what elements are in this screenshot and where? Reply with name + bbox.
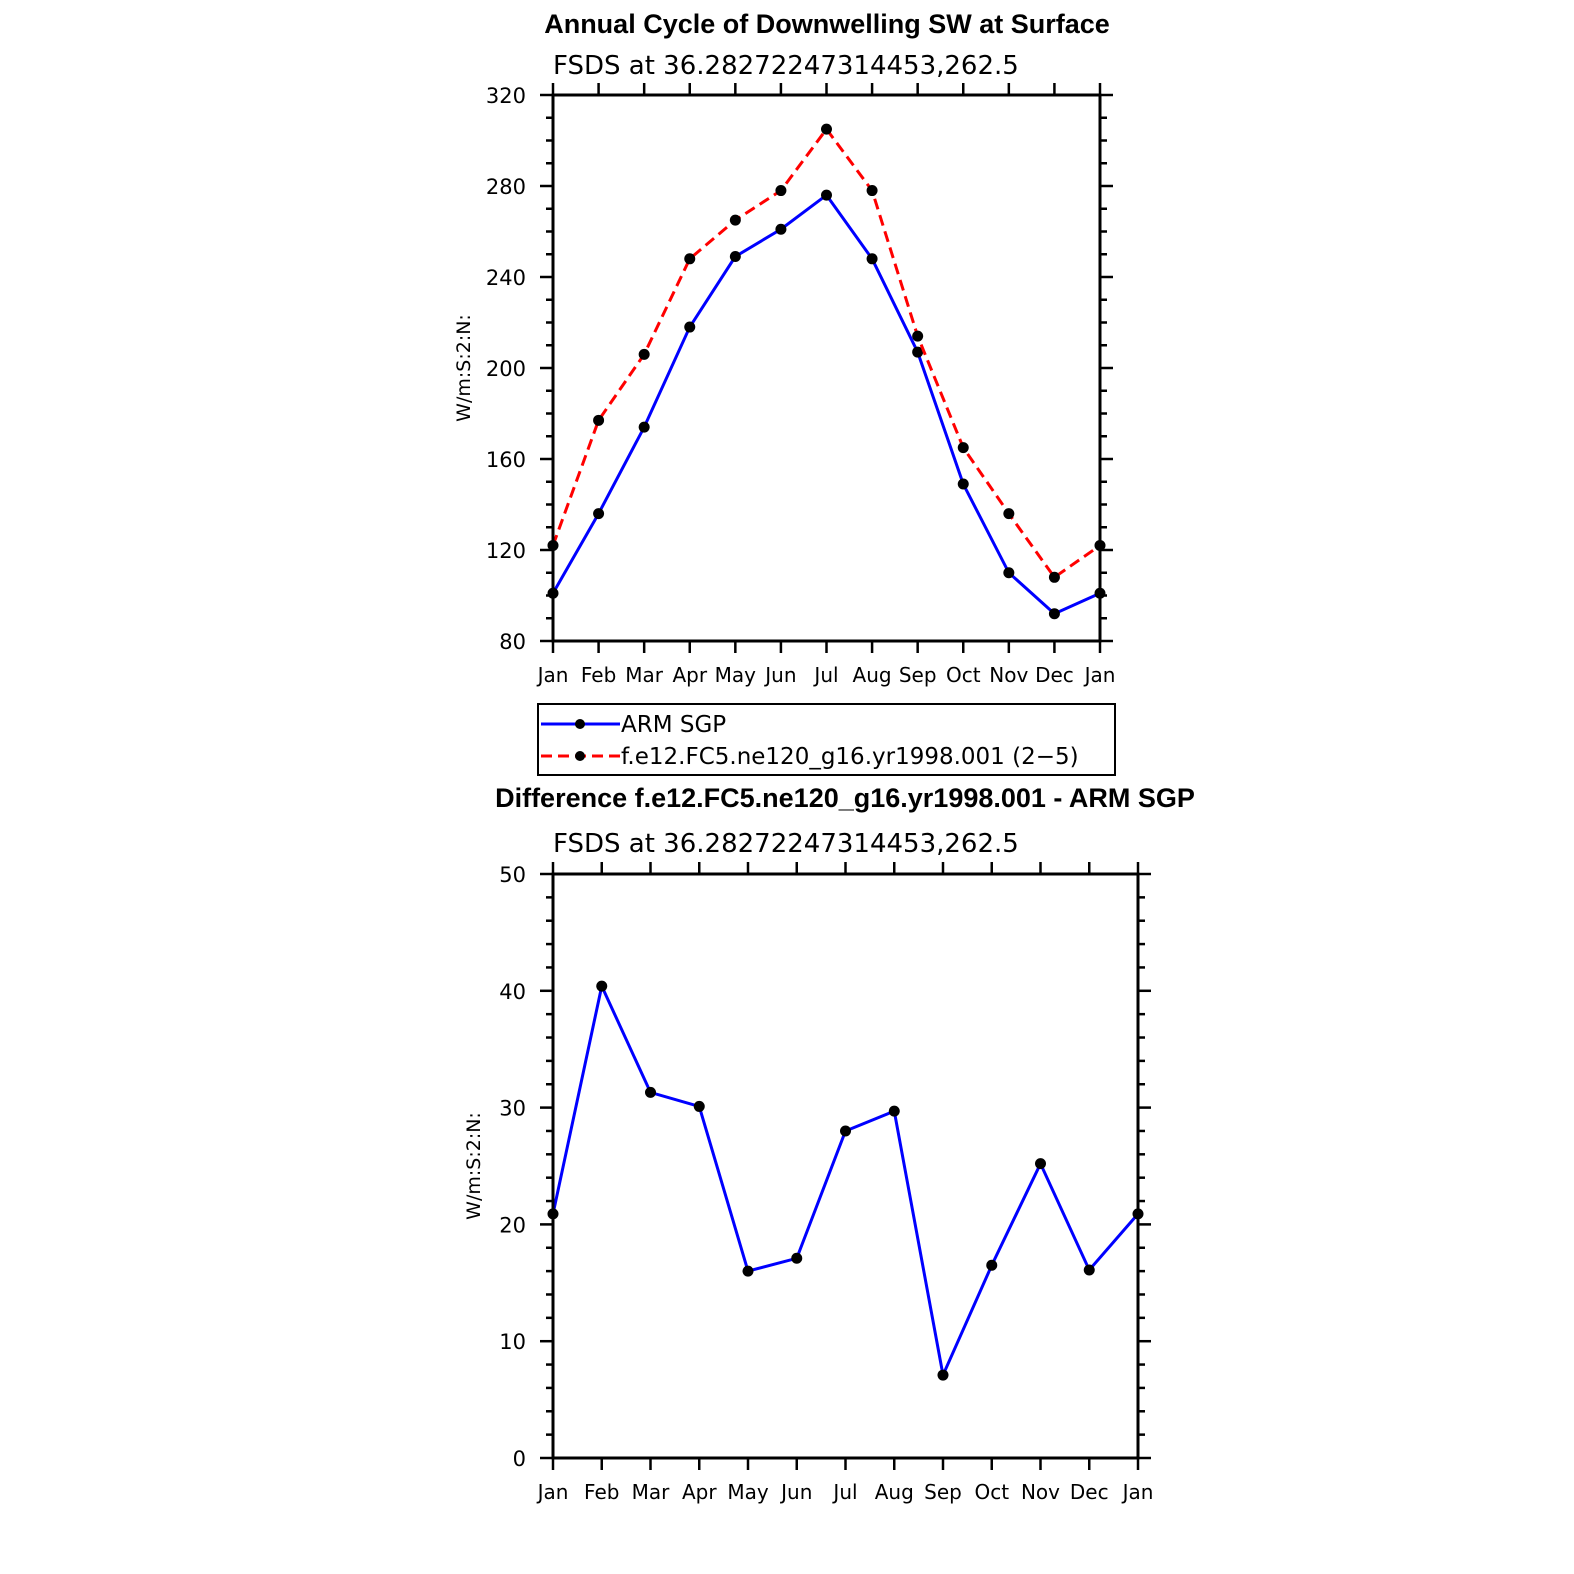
- x-tick-labels: Jan Feb Mar Apr May Jun Jul Aug Sep Oct Nov Dec Jan: [536, 663, 1116, 687]
- y-tick-label: 240: [486, 266, 526, 290]
- x-tick-label: Jul: [831, 1480, 857, 1504]
- data-point: [1003, 508, 1015, 520]
- difference-chart: Difference f.e12.FC5.ne120_g16.yr1998.00…: [463, 783, 1195, 1504]
- data-point: [866, 185, 878, 197]
- legend-marker-arm-sgp: [575, 719, 585, 729]
- data-point: [957, 442, 969, 454]
- data-point: [638, 348, 650, 360]
- chart-title: Difference f.e12.FC5.ne120_g16.yr1998.00…: [495, 783, 1195, 813]
- y-tick-label: 30: [499, 1097, 526, 1121]
- y-tick-label: 120: [486, 539, 526, 563]
- data-point: [729, 251, 741, 263]
- data-point: [638, 421, 650, 433]
- data-point: [957, 478, 969, 490]
- y-tick-labels: 80 120 160 200 240 280 320: [486, 84, 526, 654]
- x-tick-labels: Jan Feb Mar Apr May Jun Jul Aug Sep Oct Nov Dec Jan: [536, 1480, 1154, 1504]
- series-layer: [547, 980, 1144, 1381]
- series-layer: [547, 123, 1106, 620]
- y-tick-label: 80: [499, 630, 526, 654]
- data-point: [912, 346, 924, 358]
- y-tick-label: 20: [499, 1213, 526, 1237]
- x-tick-label: Feb: [581, 663, 616, 687]
- series-line-0: [551, 981, 1140, 1381]
- x-tick-label: Mar: [632, 1480, 671, 1504]
- y-tick-label: 160: [486, 448, 526, 472]
- axis-ticks: [540, 862, 1151, 1470]
- x-tick-label: Oct: [974, 1480, 1009, 1504]
- chart-subtitle: FSDS at 36.28272247314453,262.5: [553, 829, 1019, 859]
- y-tick-label: 50: [499, 863, 526, 887]
- y-tick-label: 280: [486, 175, 526, 199]
- x-tick-label: Jun: [779, 1480, 812, 1504]
- x-tick-label: Jan: [1083, 663, 1116, 687]
- legend-label-arm-sgp: ARM SGP: [621, 712, 726, 738]
- plot-frame: [551, 93, 1102, 643]
- x-tick-label: Nov: [1021, 1480, 1060, 1504]
- chart-subtitle: FSDS at 36.28272247314453,262.5: [553, 51, 1019, 81]
- data-point: [821, 189, 832, 201]
- data-point: [791, 1252, 803, 1264]
- x-tick-label: Jan: [1121, 1480, 1154, 1504]
- data-point: [684, 321, 696, 333]
- data-point: [821, 123, 832, 135]
- x-tick-label: Aug: [875, 1480, 914, 1504]
- legend-label-model: f.e12.FC5.ne120_g16.yr1998.001 (2−5): [621, 744, 1079, 770]
- data-point: [1083, 1264, 1095, 1276]
- x-tick-label: Jan: [536, 663, 569, 687]
- data-point: [1048, 608, 1060, 620]
- x-tick-label: Apr: [682, 1480, 717, 1504]
- x-tick-label: Feb: [584, 1480, 619, 1504]
- series-line-0: [551, 192, 1101, 616]
- x-tick-label: Sep: [924, 1480, 962, 1504]
- data-point: [645, 1086, 656, 1098]
- data-point: [593, 508, 605, 520]
- x-tick-label: May: [727, 1480, 769, 1504]
- data-point: [596, 980, 608, 992]
- y-tick-label: 320: [486, 84, 526, 108]
- data-point: [742, 1265, 754, 1277]
- annual-cycle-chart: Annual Cycle of Downwelling SW at Surfac…: [453, 9, 1115, 687]
- y-axis-label: W/m:S:2:N:: [463, 1112, 485, 1220]
- y-tick-labels: 0 10 20 30 40 50: [499, 863, 526, 1471]
- data-point: [593, 414, 605, 426]
- x-tick-label: Dec: [1035, 663, 1074, 687]
- legend: ARM SGP f.e12.FC5.ne120_g16.yr1998.001 (…: [537, 703, 1116, 776]
- legend-box: [537, 703, 1116, 776]
- data-point: [866, 253, 878, 265]
- x-tick-label: Oct: [946, 663, 981, 687]
- data-point: [1048, 571, 1060, 583]
- chart-title: Annual Cycle of Downwelling SW at Surfac…: [544, 9, 1110, 39]
- data-point: [684, 253, 696, 265]
- data-point: [775, 223, 787, 235]
- data-point: [888, 1105, 900, 1117]
- x-tick-label: Jun: [763, 663, 796, 687]
- y-tick-label: 10: [499, 1330, 526, 1354]
- x-tick-label: Aug: [853, 663, 892, 687]
- y-tick-label: 40: [499, 980, 526, 1004]
- legend-marker-model: [575, 751, 585, 761]
- data-point: [729, 214, 741, 226]
- x-tick-label: Jul: [812, 663, 838, 687]
- data-point: [986, 1259, 998, 1271]
- x-tick-label: Jan: [536, 1480, 569, 1504]
- x-tick-label: Sep: [899, 663, 937, 687]
- x-tick-label: Dec: [1070, 1480, 1109, 1504]
- x-tick-label: Nov: [989, 663, 1028, 687]
- data-point: [775, 185, 787, 197]
- y-tick-label: 0: [513, 1447, 526, 1471]
- x-tick-label: Mar: [625, 663, 664, 687]
- x-tick-label: May: [715, 663, 757, 687]
- data-point: [937, 1369, 949, 1381]
- data-point: [840, 1125, 851, 1137]
- data-point: [693, 1100, 705, 1112]
- data-point: [1035, 1158, 1046, 1170]
- plot-frame: [551, 872, 1140, 1460]
- x-tick-label: Apr: [672, 663, 707, 687]
- y-axis-label: W/m:S:2:N:: [453, 314, 475, 422]
- y-tick-label: 200: [486, 357, 526, 381]
- data-point: [912, 330, 924, 342]
- data-point: [1003, 567, 1015, 579]
- axis-ticks: [540, 83, 1113, 653]
